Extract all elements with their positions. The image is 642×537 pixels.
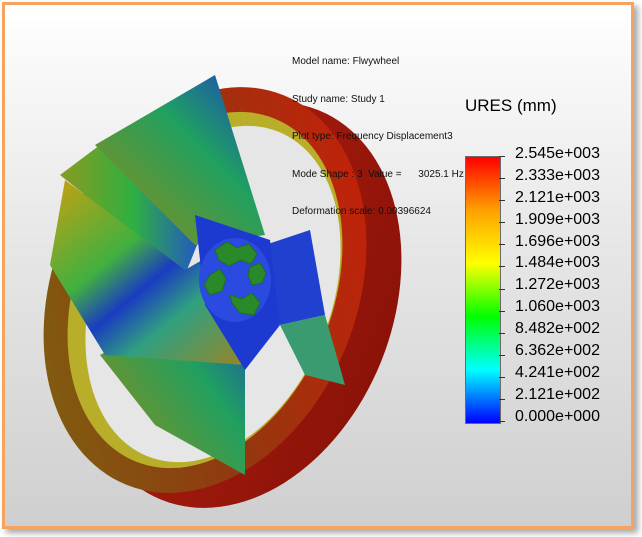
legend-tick — [499, 178, 505, 179]
legend-label: 8.482e+002 — [515, 320, 600, 338]
legend-tick — [499, 333, 505, 334]
model-name-text: Model name: Flwywheel — [292, 56, 400, 67]
legend-tick — [499, 355, 505, 356]
legend-labels: 2.545e+003 2.333e+003 2.121e+003 1.909e+… — [515, 143, 600, 428]
legend-label: 1.484e+003 — [515, 254, 600, 272]
legend-ticks — [499, 156, 507, 422]
legend-label: 6.362e+002 — [515, 342, 600, 360]
plot-frame: Model name: Flwywheel Study name: Study … — [2, 2, 634, 529]
plot-type-text: Plot type: Frequency Displacement3 — [292, 131, 453, 142]
legend-label: 2.333e+003 — [515, 166, 600, 184]
legend-tick — [499, 244, 505, 245]
legend-tick — [499, 377, 505, 378]
color-scale-bar — [465, 156, 501, 424]
legend-title: URES (mm) — [465, 96, 557, 115]
legend-label: 2.545e+003 — [515, 145, 600, 162]
legend-label: 1.272e+003 — [515, 276, 600, 294]
legend-tick — [499, 289, 505, 290]
mode-shape-text: Mode Shape : 3 Value = 3025.1 Hz — [292, 168, 464, 180]
legend-label: 2.121e+002 — [515, 385, 600, 403]
legend-tick — [499, 222, 505, 223]
legend-tick — [499, 399, 505, 400]
model-info: Model name: Flwywheel Study name: Study … — [292, 31, 464, 244]
legend-tick — [499, 311, 505, 312]
legend-label: 2.121e+003 — [515, 188, 600, 206]
legend-label: 4.241e+002 — [515, 363, 600, 381]
legend-tick — [499, 266, 505, 267]
flywheel-model — [43, 75, 402, 508]
legend-tick — [499, 156, 505, 157]
legend-tick — [499, 200, 505, 201]
legend-label: 0.000e+000 — [515, 407, 600, 425]
deformation-scale-text: Deformation scale: 0.00396624 — [292, 206, 431, 217]
hub-mesh-icon — [203, 241, 267, 316]
legend-label: 1.909e+003 — [515, 210, 600, 228]
legend-label: 1.696e+003 — [515, 232, 600, 250]
legend-tick — [499, 421, 505, 422]
legend-label: 1.060e+003 — [515, 298, 600, 316]
study-name-text: Study name: Study 1 — [292, 93, 385, 105]
